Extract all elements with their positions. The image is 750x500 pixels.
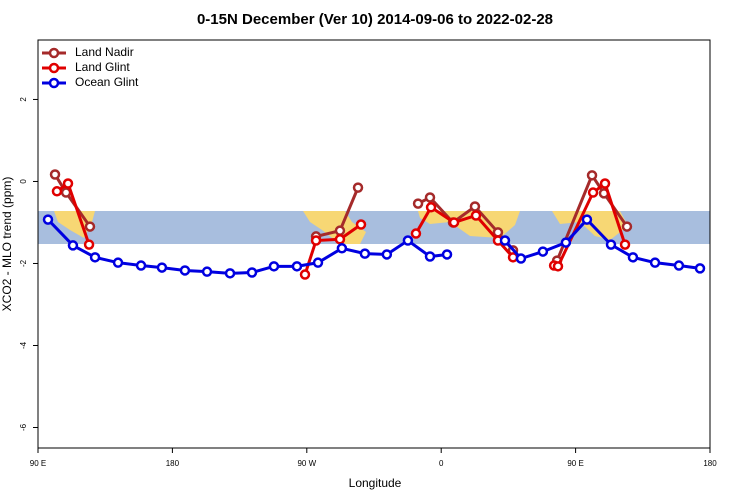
legend-label: Ocean Glint	[75, 75, 139, 89]
legend-label: Land Nadir	[75, 45, 134, 59]
point	[201, 266, 213, 277]
point	[402, 235, 414, 246]
point	[312, 257, 324, 268]
point	[694, 263, 706, 274]
point	[410, 228, 422, 239]
map-band	[38, 211, 710, 244]
point	[537, 246, 549, 257]
point	[179, 265, 191, 276]
point	[424, 251, 436, 262]
point	[381, 249, 393, 260]
point	[649, 257, 661, 268]
legend-marker	[48, 62, 60, 74]
point	[469, 201, 481, 212]
point	[49, 169, 61, 180]
point	[424, 192, 436, 203]
point	[224, 268, 236, 279]
point	[112, 257, 124, 268]
x-tick-label: 180	[166, 459, 180, 468]
point	[412, 198, 424, 209]
y-tick-label: 0	[19, 179, 28, 184]
x-axis-label: Longitude	[349, 476, 402, 490]
point	[268, 261, 280, 272]
point	[605, 239, 617, 250]
y-tick-label: -6	[19, 423, 28, 431]
point	[599, 178, 611, 189]
legend-marker	[48, 47, 60, 59]
point	[135, 260, 147, 271]
x-tick-label: 180	[703, 459, 717, 468]
point	[336, 243, 348, 254]
point	[441, 249, 453, 260]
point	[156, 262, 168, 273]
point	[51, 186, 63, 197]
y-tick-label: 2	[19, 97, 28, 102]
point	[581, 214, 593, 225]
point	[89, 252, 101, 263]
point	[586, 170, 598, 181]
point	[67, 240, 79, 251]
point	[499, 235, 511, 246]
x-tick-label: 90 E	[30, 459, 46, 468]
legend-label: Land Glint	[75, 60, 130, 74]
point	[425, 202, 437, 213]
point	[587, 187, 599, 198]
point	[299, 269, 311, 280]
x-tick-label: 90 W	[297, 459, 316, 468]
point	[627, 252, 639, 263]
point	[552, 261, 564, 272]
x-tick-label: 0	[439, 459, 444, 468]
point	[62, 178, 74, 189]
point	[246, 267, 258, 278]
point	[448, 217, 460, 228]
point	[334, 234, 346, 245]
point	[355, 219, 367, 230]
point	[619, 239, 631, 250]
point	[84, 221, 96, 232]
plot-frame	[37, 39, 711, 449]
point	[515, 253, 527, 264]
point	[310, 235, 322, 246]
land	[552, 211, 628, 240]
point	[470, 210, 482, 221]
y-axis-label: XCO2 - MLO trend (ppm)	[0, 177, 14, 312]
chart-title: 0-15N December (Ver 10) 2014-09-06 to 20…	[197, 11, 553, 28]
x-tick-label: 90 E	[567, 459, 583, 468]
y-tick-label: -2	[19, 259, 28, 267]
y-tick-label: -4	[19, 341, 28, 349]
point	[673, 260, 685, 271]
point	[83, 239, 95, 250]
point	[334, 225, 346, 236]
point	[42, 214, 54, 225]
legend-marker	[48, 77, 60, 89]
point	[291, 261, 303, 272]
point	[560, 237, 572, 248]
land	[303, 211, 366, 244]
point	[359, 248, 371, 259]
point	[621, 221, 633, 232]
point	[352, 182, 364, 193]
